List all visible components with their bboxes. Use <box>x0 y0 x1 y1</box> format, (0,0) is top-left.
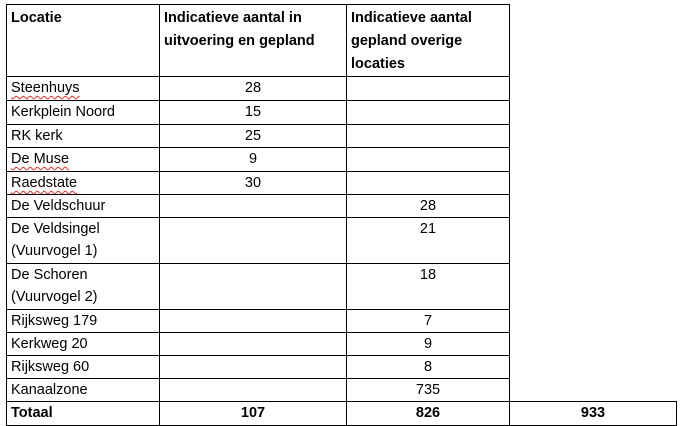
location-name: De Veldschuur <box>6 194 160 218</box>
location-name: Rijksweg 60 <box>6 355 160 379</box>
header-uitvoering: Indicatieve aantal in uitvoering en gepl… <box>159 4 347 77</box>
uitvoering-value <box>159 378 347 402</box>
header-row: Locatie Indicatieve aantal in uitvoering… <box>6 4 677 77</box>
table-row: Kanaalzone 735 <box>6 378 677 402</box>
location-name: Raedstate <box>11 175 78 191</box>
table-row: De Schoren (Vuurvogel 2) 18 <box>6 263 677 310</box>
location-name: RK kerk <box>6 124 160 148</box>
overige-value <box>346 124 510 148</box>
uitvoering-value <box>159 194 347 218</box>
overige-value <box>346 100 510 125</box>
total-label: Totaal <box>6 401 160 426</box>
header-locatie: Locatie <box>6 4 160 77</box>
uitvoering-value <box>159 309 347 333</box>
overige-value: 21 <box>346 217 510 264</box>
uitvoering-value: 28 <box>159 76 347 101</box>
uitvoering-value: 15 <box>159 100 347 125</box>
table-row: RK kerk 25 <box>6 124 677 148</box>
overige-value <box>346 76 510 101</box>
location-name: De Veldsingel (Vuurvogel 1) <box>6 217 160 264</box>
table-row: Raedstate 30 <box>6 171 677 195</box>
location-name: Kerkplein Noord <box>6 100 160 125</box>
housing-locations-table: Locatie Indicatieve aantal in uitvoering… <box>6 4 677 426</box>
table-row: De Veldschuur 28 <box>6 194 677 218</box>
total-overige: 826 <box>346 401 510 426</box>
location-name: De Muse <box>11 151 70 167</box>
table-row: De Muse 9 <box>6 147 677 172</box>
total-uitvoering: 107 <box>159 401 347 426</box>
location-name: Steenhuys <box>11 80 80 96</box>
uitvoering-value <box>159 355 347 379</box>
total-row: Totaal 107 826 933 <box>6 401 677 426</box>
table-row: Kerkweg 20 9 <box>6 332 677 356</box>
table-row: De Veldsingel (Vuurvogel 1) 21 <box>6 217 677 264</box>
overige-value: 28 <box>346 194 510 218</box>
overige-value <box>346 147 510 172</box>
table-row: Rijksweg 179 7 <box>6 309 677 333</box>
uitvoering-value <box>159 263 347 310</box>
header-overige: Indicatieve aantal gepland overige locat… <box>346 4 510 77</box>
uitvoering-value: 25 <box>159 124 347 148</box>
location-name: Rijksweg 179 <box>6 309 160 333</box>
overige-value: 18 <box>346 263 510 310</box>
location-name: Kanaalzone <box>6 378 160 402</box>
overige-value: 9 <box>346 332 510 356</box>
table-row: Rijksweg 60 8 <box>6 355 677 379</box>
header-empty <box>510 5 677 77</box>
location-name: De Schoren (Vuurvogel 2) <box>6 263 160 310</box>
uitvoering-value <box>159 332 347 356</box>
overige-value: 7 <box>346 309 510 333</box>
table-row: Steenhuys 28 <box>6 76 677 101</box>
overige-value: 735 <box>346 378 510 402</box>
uitvoering-value: 30 <box>159 171 347 195</box>
grand-total: 933 <box>509 401 677 426</box>
uitvoering-value: 9 <box>159 147 347 172</box>
table-row: Kerkplein Noord 15 <box>6 100 677 125</box>
uitvoering-value <box>159 217 347 264</box>
overige-value: 8 <box>346 355 510 379</box>
location-name: Kerkweg 20 <box>6 332 160 356</box>
overige-value <box>346 171 510 195</box>
